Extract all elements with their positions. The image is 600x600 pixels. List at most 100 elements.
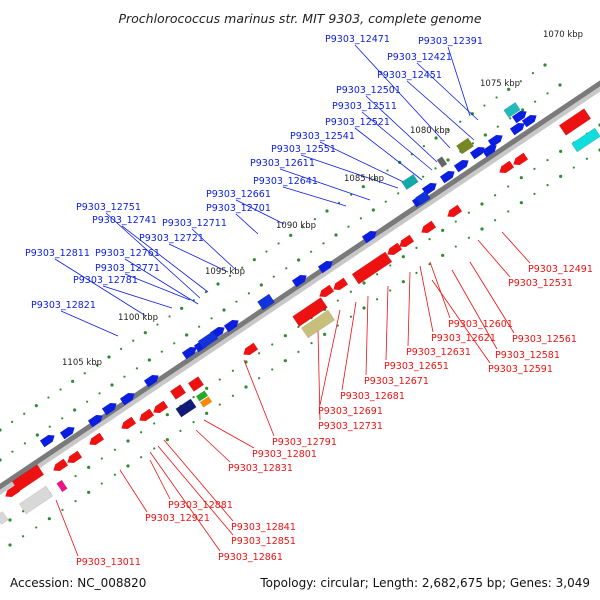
gc-dot <box>480 202 484 206</box>
gene-label[interactable]: P9303_12921 <box>145 513 210 524</box>
gc-dot <box>241 266 244 269</box>
gene-label[interactable]: P9303_12701 <box>206 203 271 214</box>
gene-label[interactable]: P9303_12761 <box>95 248 160 259</box>
scale-label: 1085 kbp <box>344 174 384 184</box>
scale-label: 1075 kbp <box>480 79 520 89</box>
gene-label[interactable]: P9303_12781 <box>73 275 138 286</box>
gene-label[interactable]: P9303_12631 <box>406 347 471 358</box>
gc-dot <box>192 421 195 424</box>
gene-label[interactable]: P9303_12801 <box>252 449 317 460</box>
gc-dot <box>61 508 64 511</box>
gc-dot <box>310 250 313 253</box>
gene-features <box>0 101 600 525</box>
gc-dot <box>8 543 12 547</box>
gene-label[interactable]: P9303_12851 <box>231 536 296 547</box>
gene-label[interactable]: P9303_12771 <box>95 263 160 274</box>
leader-line <box>157 445 234 536</box>
gene-label[interactable]: P9303_12821 <box>31 300 96 311</box>
genome-backbone-shadow <box>0 83 600 495</box>
gene-label[interactable]: P9303_12861 <box>218 552 283 563</box>
gc-dot <box>100 457 103 460</box>
gene-label[interactable]: P9303_12731 <box>318 421 383 432</box>
forward-gene-marker <box>101 403 117 416</box>
forward-gene-marker <box>521 115 537 128</box>
gc-dot <box>441 228 445 232</box>
misc-block <box>195 390 209 402</box>
leader-line <box>319 141 413 187</box>
gene-label[interactable]: P9303_12721 <box>139 233 204 244</box>
gene-label[interactable]: P9303_12841 <box>231 522 296 533</box>
gc-dot <box>313 218 316 221</box>
gc-dot <box>216 282 220 286</box>
gene-label[interactable]: P9303_12451 <box>377 70 442 81</box>
gc-dot <box>59 388 62 391</box>
gc-dot <box>441 253 445 257</box>
gene-label[interactable]: P9303_12541 <box>290 131 355 142</box>
gene-label[interactable]: P9303_12501 <box>336 85 401 96</box>
gene-block <box>11 464 45 492</box>
leader-line <box>361 111 433 171</box>
leader-line <box>477 239 511 278</box>
gc-dot <box>376 298 379 301</box>
gene-label[interactable]: P9303_12811 <box>25 248 90 259</box>
gc-dot <box>572 166 575 169</box>
gene-label[interactable]: P9303_13011 <box>76 557 141 568</box>
leader-line <box>149 459 171 500</box>
gc-dot <box>283 334 287 338</box>
reverse-gene-marker <box>153 400 169 413</box>
gene-label[interactable]: P9303_12551 <box>271 144 336 155</box>
gc-dot <box>322 242 325 245</box>
leader-line <box>191 228 237 271</box>
gc-dot <box>258 377 261 380</box>
gene-label[interactable]: P9303_12661 <box>206 189 271 200</box>
gc-dot <box>252 258 256 262</box>
gene-label[interactable]: P9303_12741 <box>92 215 157 226</box>
forward-gene-marker <box>453 160 469 173</box>
gene-label[interactable]: P9303_12561 <box>512 334 577 345</box>
gc-dot <box>277 242 280 245</box>
gc-dot <box>336 299 339 302</box>
gene-block <box>292 297 328 327</box>
gene-label[interactable]: P9303_12491 <box>528 264 593 275</box>
gene-label[interactable]: P9303_12621 <box>431 333 496 344</box>
leader-line <box>124 258 199 305</box>
gc-dot <box>73 408 77 412</box>
gene-label[interactable]: P9303_12471 <box>325 34 390 45</box>
gene-label[interactable]: P9303_12601 <box>448 319 513 330</box>
gc-dot <box>192 396 195 399</box>
gene-label[interactable]: P9303_12691 <box>318 406 383 417</box>
gene-label[interactable]: P9303_12581 <box>495 350 560 361</box>
gene-label[interactable]: P9303_12791 <box>272 437 337 448</box>
forward-gene-marker <box>143 375 159 388</box>
gc-dot <box>509 117 512 120</box>
misc-block <box>199 396 213 408</box>
gc-dot <box>123 375 126 378</box>
gene-label[interactable]: P9303_12531 <box>508 278 573 289</box>
gc-dot <box>359 217 362 220</box>
gc-dot <box>22 510 25 513</box>
gc-dot <box>285 267 288 270</box>
label-leader-lines <box>54 44 531 557</box>
leader-line <box>163 439 234 522</box>
gc-dot <box>546 184 549 187</box>
gene-label[interactable]: P9303_12751 <box>76 202 141 213</box>
gene-label[interactable]: P9303_12511 <box>332 101 397 112</box>
gene-label[interactable]: P9303_12711 <box>162 218 227 229</box>
gene-label[interactable]: P9303_12391 <box>418 36 483 47</box>
gene-label[interactable]: P9303_12591 <box>488 364 553 375</box>
gc-dot <box>165 438 169 442</box>
gc-dot <box>180 306 184 310</box>
gene-label[interactable]: P9303_12421 <box>387 52 452 63</box>
gene-label[interactable]: P9303_12681 <box>340 391 405 402</box>
misc-block <box>436 156 448 168</box>
gene-label[interactable]: P9303_12611 <box>250 158 315 169</box>
leader-line <box>279 168 371 201</box>
gc-dot <box>210 317 213 320</box>
gene-label[interactable]: P9303_12671 <box>364 376 429 387</box>
gene-label[interactable]: P9303_12881 <box>168 500 233 511</box>
gene-label[interactable]: P9303_12831 <box>228 463 293 474</box>
gene-label[interactable]: P9303_12641 <box>253 176 318 187</box>
gene-label[interactable]: P9303_12651 <box>384 361 449 372</box>
gene-label[interactable]: P9303_12521 <box>325 117 390 128</box>
reverse-gene-marker <box>333 277 349 290</box>
